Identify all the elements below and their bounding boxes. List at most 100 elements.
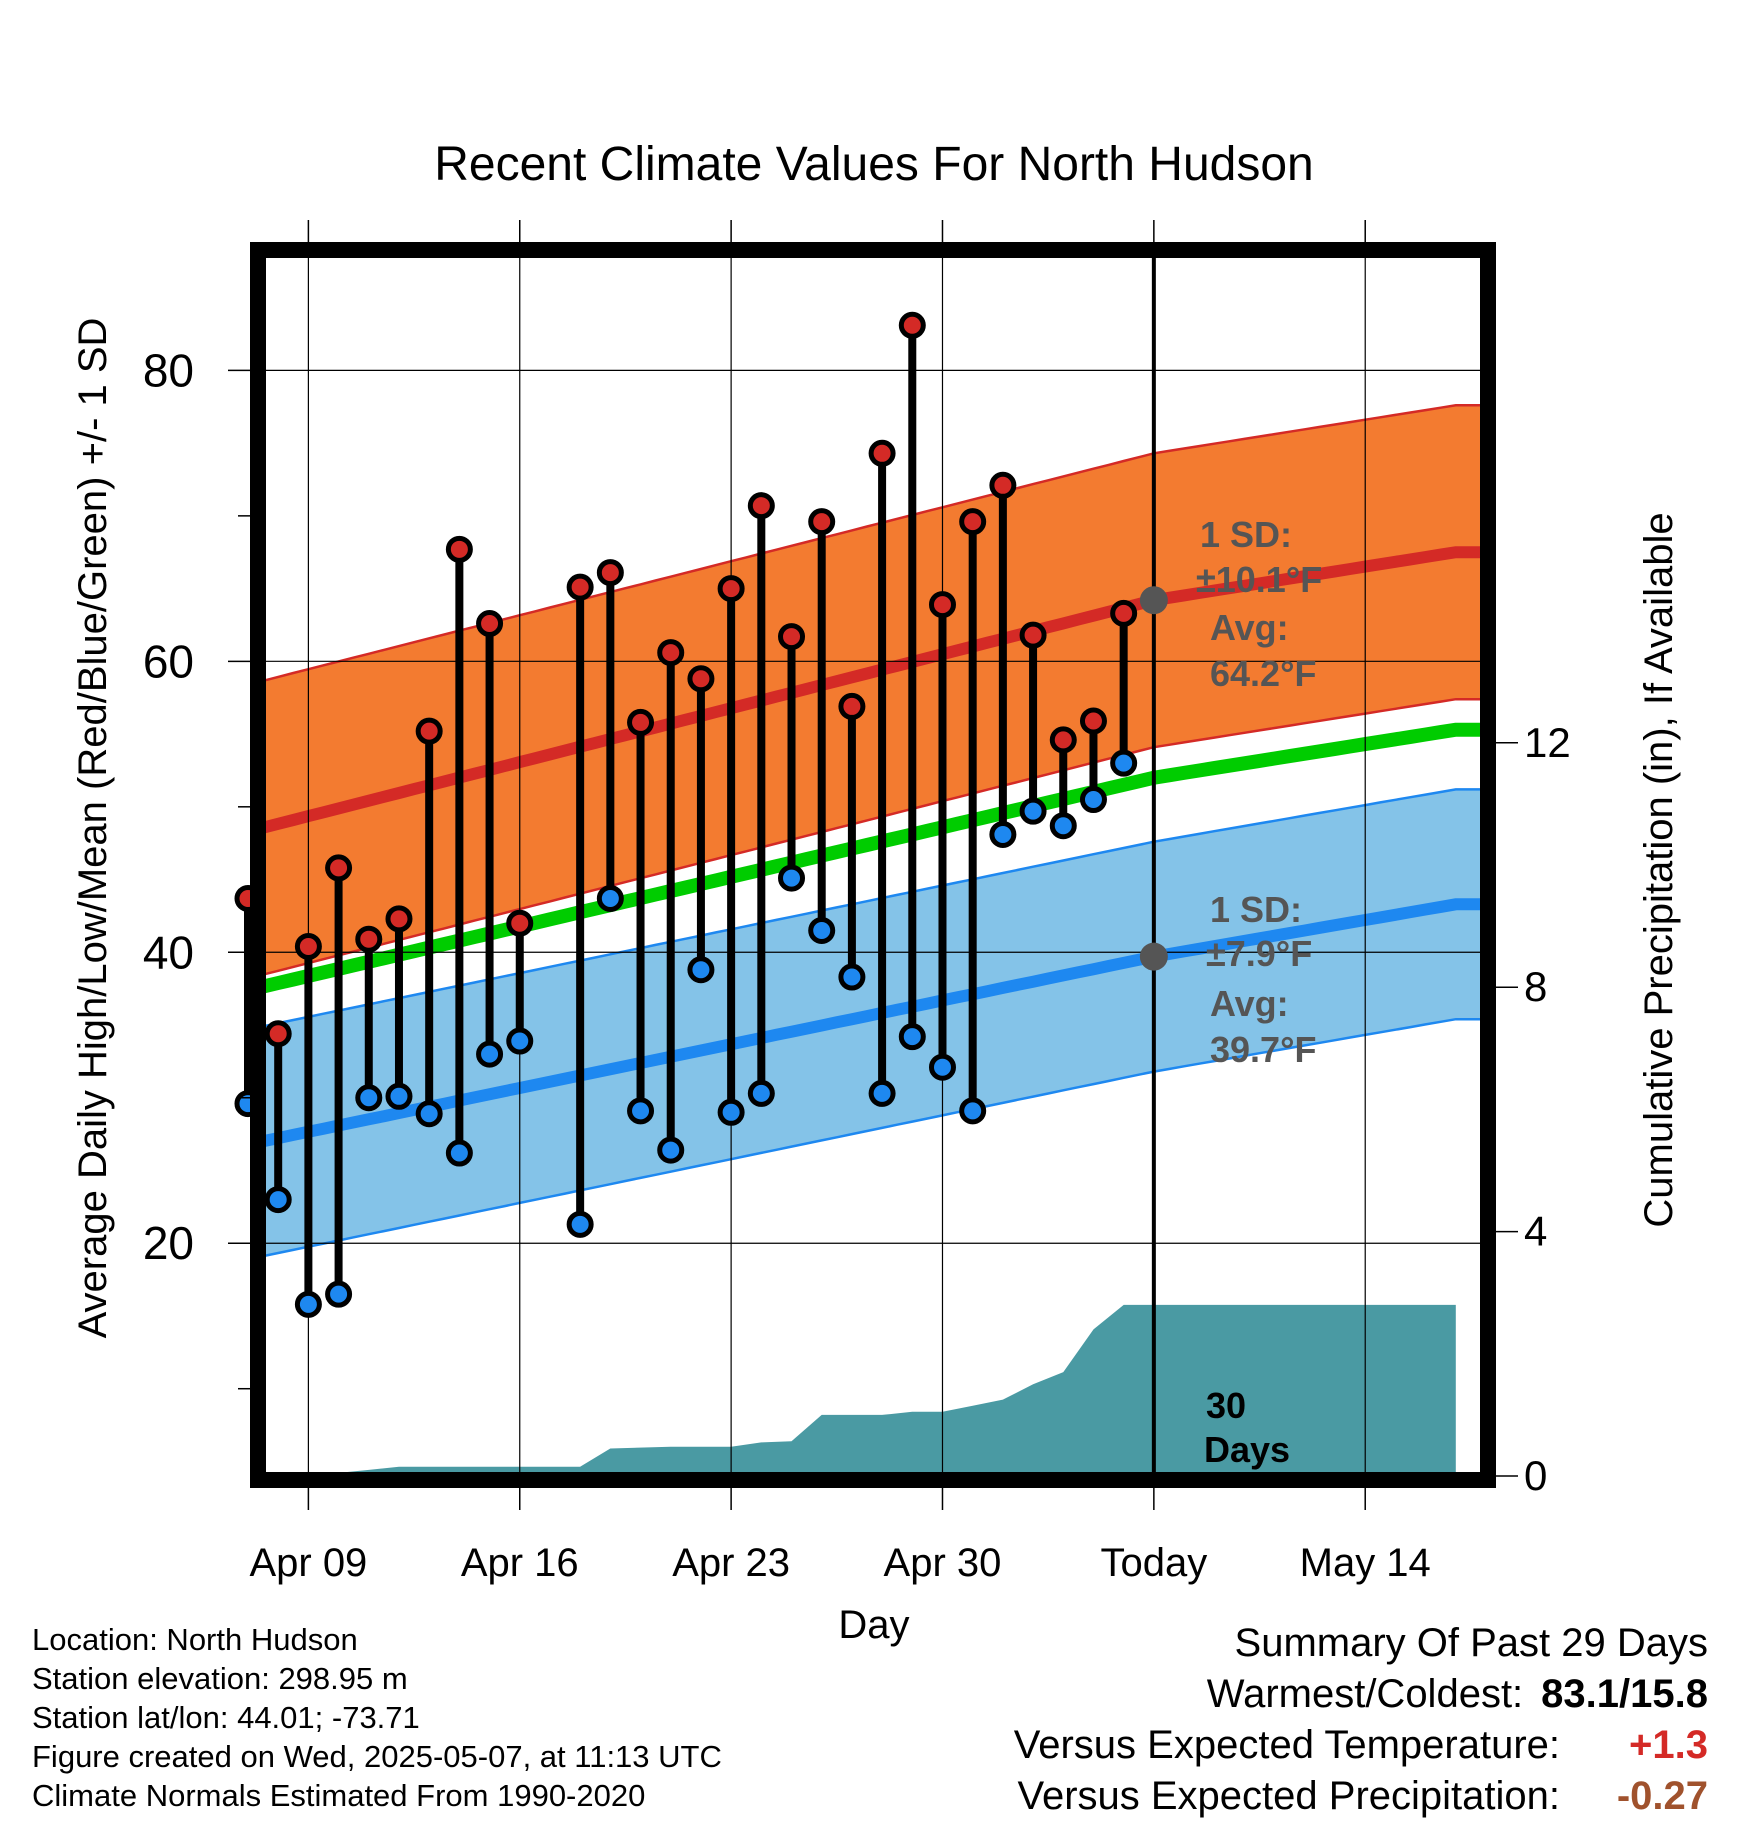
precip-area: [262, 1304, 1456, 1476]
days-count: 30: [1206, 1385, 1246, 1426]
temp-value: +1.3: [1629, 1723, 1708, 1767]
y-tick-label: 80: [143, 344, 194, 396]
high-point: [717, 575, 745, 603]
low-point: [868, 1079, 896, 1107]
y2-tick-label: 0: [1524, 1452, 1547, 1499]
y-tick-label: 40: [143, 926, 194, 978]
low-point: [808, 916, 836, 944]
low-sd-value: ±7.9°F: [1206, 933, 1312, 974]
x-tick-label: Apr 16: [461, 1541, 579, 1585]
y2-tick-label: 8: [1524, 963, 1547, 1010]
y-axis-label: Average Daily High/Low/Mean (Red/Blue/Gr…: [71, 318, 115, 1339]
high-avg-label: Avg:: [1210, 607, 1289, 648]
low-point: [989, 820, 1017, 848]
summary-warmest-coldest: Warmest/Coldest: 83.1/15.8: [1014, 1669, 1708, 1720]
x-tick-label: Apr 23: [672, 1541, 790, 1585]
low-point: [898, 1023, 926, 1051]
high-point: [898, 311, 926, 339]
high-point: [1019, 621, 1047, 649]
x-tick-label: Apr 30: [884, 1541, 1002, 1585]
low-point: [506, 1027, 534, 1055]
low-avg-value: 39.7°F: [1210, 1029, 1316, 1070]
high-point: [687, 665, 715, 693]
low-point: [566, 1210, 594, 1238]
low-point: [687, 956, 715, 984]
high-point: [325, 854, 353, 882]
y-tick-label: 60: [143, 635, 194, 687]
low-point: [445, 1139, 473, 1167]
high-point: [808, 508, 836, 536]
low-point: [1079, 786, 1107, 814]
low-normal-band-lower-edge: [262, 1017, 1484, 1258]
high-point: [1079, 707, 1107, 735]
low-point: [928, 1053, 956, 1081]
x-axis-label: Day: [838, 1603, 909, 1647]
summary-panel: Summary Of Past 29 Days Warmest/Coldest:…: [1014, 1618, 1708, 1822]
latlon-text: Station lat/lon: 44.01; -73.71: [32, 1700, 420, 1735]
low-point: [1019, 797, 1047, 825]
high-sd-label: 1 SD:: [1200, 514, 1292, 555]
high-point: [657, 639, 685, 667]
high-point: [566, 573, 594, 601]
low-avg-label: Avg:: [1210, 983, 1289, 1024]
high-avg-today-dot: [1139, 586, 1168, 615]
low-point: [747, 1079, 775, 1107]
low-point: [355, 1084, 383, 1112]
y2-axis-label: Cumulative Precipitation (in), If Availa…: [1637, 512, 1681, 1227]
location-text: Location: North Hudson: [32, 1622, 358, 1657]
low-normal-band: [262, 789, 1484, 1257]
low-point: [264, 1186, 292, 1214]
low-normal-band-upper-edge: [262, 788, 1484, 1028]
low-point: [325, 1280, 353, 1308]
low-point: [657, 1136, 685, 1164]
high-point: [445, 535, 473, 563]
station-metadata: Location: North Hudson Station elevation…: [32, 1620, 722, 1815]
low-point: [596, 884, 624, 912]
high-point: [1110, 599, 1138, 627]
low-point: [959, 1097, 987, 1125]
summary-temp: Versus Expected Temperature: +1.3: [1014, 1720, 1708, 1771]
high-point: [838, 692, 866, 720]
high-normal-band-upper-edge: [262, 404, 1484, 683]
high-point: [989, 471, 1017, 499]
warmest-coldest-label: Warmest/Coldest:: [1206, 1672, 1524, 1716]
plot-inner: [262, 254, 1484, 1476]
precip-label: Versus Expected Precipitation:: [1017, 1774, 1560, 1818]
high-average-line: [262, 546, 1484, 835]
high-normal-band: [262, 405, 1484, 975]
high-point: [1049, 726, 1077, 754]
elevation-text: Station elevation: 298.95 m: [32, 1661, 408, 1696]
low-point: [778, 864, 806, 892]
high-point: [747, 492, 775, 520]
low-point: [1049, 812, 1077, 840]
high-point: [778, 623, 806, 651]
low-avg-today-dot: [1139, 942, 1168, 971]
x-tick-label: Today: [1100, 1541, 1207, 1585]
high-point: [294, 932, 322, 960]
low-point: [838, 963, 866, 991]
plot-frame: [250, 242, 1496, 1488]
low-point: [1110, 749, 1138, 777]
summary-precip: Versus Expected Precipitation: -0.27: [1014, 1771, 1708, 1822]
low-point: [385, 1082, 413, 1110]
x-tick-label: Apr 09: [249, 1541, 367, 1585]
days-label: Days: [1204, 1429, 1290, 1470]
x-tick-label: May 14: [1300, 1541, 1431, 1585]
low-point: [415, 1100, 443, 1128]
low-point: [717, 1098, 745, 1126]
low-point: [627, 1097, 655, 1125]
normals-text: Climate Normals Estimated From 1990-2020: [32, 1778, 646, 1813]
y-tick-label: 20: [143, 1217, 194, 1269]
summary-heading: Summary Of Past 29 Days: [1234, 1621, 1708, 1665]
high-point: [476, 610, 504, 638]
mean-average-line: [262, 722, 1484, 995]
low-point: [476, 1040, 504, 1068]
high-point: [506, 909, 534, 937]
high-point: [868, 439, 896, 467]
high-normal-band-lower-edge: [262, 697, 1484, 977]
high-point: [355, 925, 383, 953]
warmest-coldest-value: 83.1/15.8: [1541, 1672, 1708, 1716]
created-text: Figure created on Wed, 2025-05-07, at 11…: [32, 1739, 722, 1774]
